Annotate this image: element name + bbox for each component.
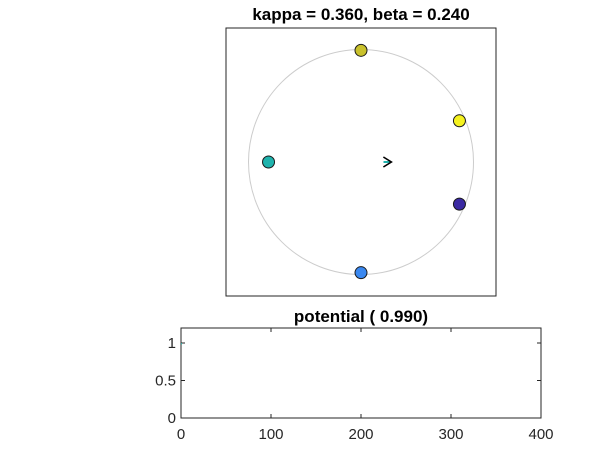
y-tick-label: 0.5 (155, 373, 176, 390)
scatter-point (354, 43, 368, 57)
x-tick-label: 400 (528, 426, 553, 443)
scatter-point (354, 266, 368, 280)
scatter-title: kappa = 0.360, beta = 0.240 (252, 5, 469, 24)
potential-panel: potential ( 0.990) 0 100 200 300 400 00.51 (155, 307, 553, 443)
potential-title: potential ( 0.990) (294, 307, 428, 326)
mean-arrow (382, 156, 393, 168)
x-tick-label: 300 (438, 426, 463, 443)
x-tick-label: 200 (348, 426, 373, 443)
scatter-point (452, 114, 466, 128)
y-ticks: 00.51 (155, 335, 541, 427)
x-tick-label: 0 (177, 426, 185, 443)
x-ticks: 0 100 200 300 400 (177, 328, 554, 443)
x-tick-label: 100 (258, 426, 283, 443)
y-tick-label: 0 (168, 410, 176, 427)
scatter-point (452, 197, 466, 211)
potential-axes-box (180, 327, 542, 419)
scatter-points (262, 43, 466, 280)
mean-arrow-head (382, 156, 393, 168)
y-tick-label: 1 (168, 335, 176, 352)
scatter-point (262, 155, 276, 169)
scatter-panel: kappa = 0.360, beta = 0.240 (225, 5, 497, 297)
